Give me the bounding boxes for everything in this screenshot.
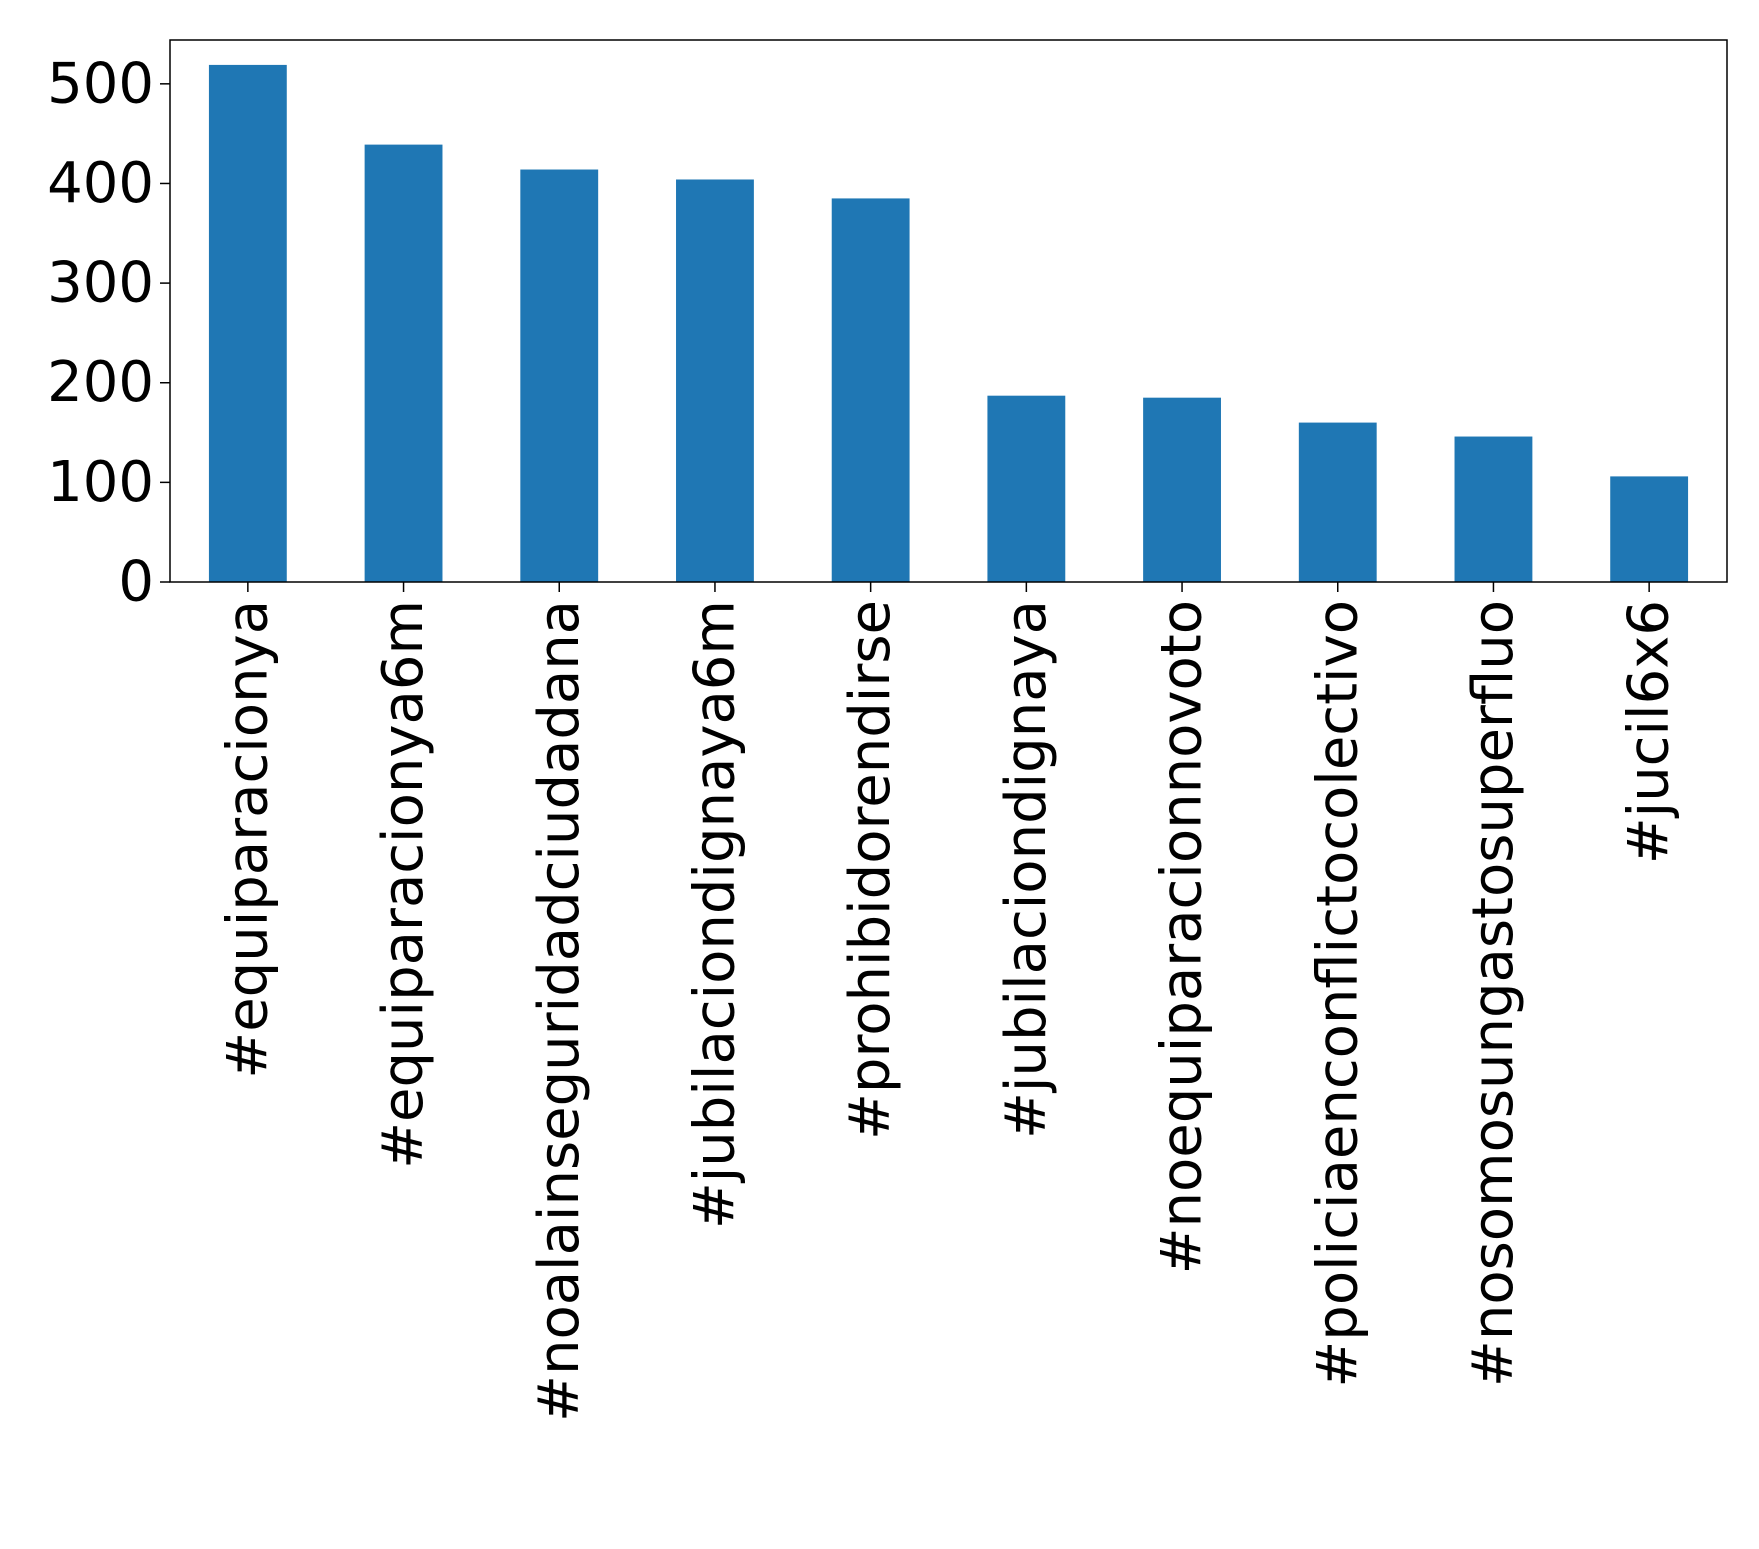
bar-2 [364,144,443,583]
y-tick-label-100: 100 [47,450,154,515]
x-tick-label-5: #prohibidorendirse [838,600,903,1140]
y-tick-label-400: 400 [47,151,154,216]
x-tick-label-3: #noalainseguridadciudadana [527,600,592,1422]
bar-6 [987,395,1066,582]
y-tick-label-200: 200 [47,350,154,415]
bar-8 [1298,422,1377,582]
bar-4 [676,179,754,582]
x-tick-label-9: #nosomosungastosuperfluo [1461,600,1526,1387]
x-tick-label-10: #jucil6x6 [1617,600,1682,864]
bar-7 [1143,397,1221,582]
bars-layer [208,64,1689,583]
bar-3 [520,169,599,582]
x-tick-label-7: #noequiparacionnovoto [1150,600,1215,1274]
bar-1 [208,64,287,583]
plot-frame [169,39,1728,583]
y-tick-label-300: 300 [47,251,154,316]
axes-layer: 0 100 200 300 400 500 #equiparacionya #equipara… [47,39,1728,1422]
x-tick-label-8: #policiaenconflictocolectivo [1305,600,1370,1388]
x-tick-label-1: #equiparacionya [215,600,280,1079]
x-tick-label-2: #equiparacionya6m [371,600,436,1169]
x-tick-label-4: #jubilaciondignaya6m [682,600,747,1229]
y-tick-label-500: 500 [47,51,154,116]
bar-5 [831,198,910,582]
bar-9 [1454,436,1533,582]
bar-10 [1610,476,1689,582]
y-tick-label-0: 0 [118,550,154,615]
x-tick-label-6: #jubilaciondignaya [994,600,1059,1139]
